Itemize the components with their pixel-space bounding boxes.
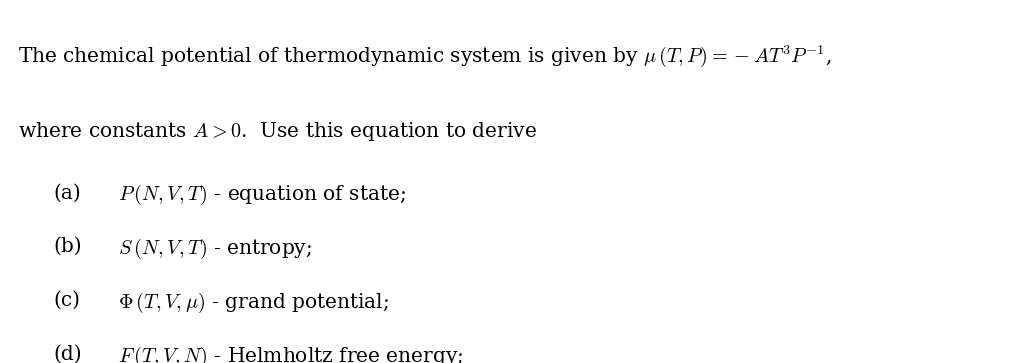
Text: (c): (c)	[53, 291, 80, 310]
Text: $S\,(N,V,T)$ - entropy;: $S\,(N,V,T)$ - entropy;	[118, 237, 312, 261]
Text: (d): (d)	[53, 344, 82, 363]
Text: $\Phi\,(T,V,\mu)$ - grand potential;: $\Phi\,(T,V,\mu)$ - grand potential;	[118, 291, 389, 315]
Text: where constants $A > 0$.  Use this equation to derive: where constants $A > 0$. Use this equati…	[18, 120, 538, 143]
Text: The chemical potential of thermodynamic system is given by $\mu\,(T,P) = -AT^3P^: The chemical potential of thermodynamic …	[18, 44, 833, 69]
Text: $P\,(N,V,T)$ - equation of state;: $P\,(N,V,T)$ - equation of state;	[118, 183, 406, 207]
Text: $F\,(T,V,N)$ - Helmholtz free energy;: $F\,(T,V,N)$ - Helmholtz free energy;	[118, 344, 463, 363]
Text: (a): (a)	[53, 183, 81, 202]
Text: (b): (b)	[53, 237, 82, 256]
